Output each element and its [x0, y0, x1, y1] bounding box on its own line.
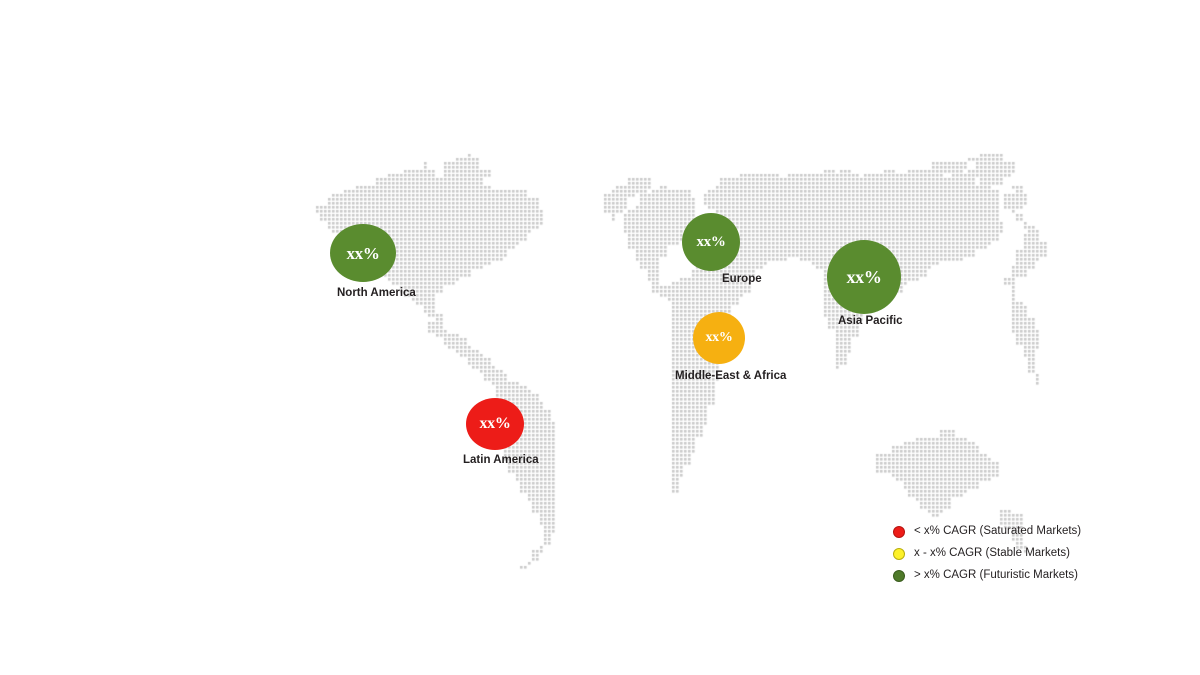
cagr-legend: < x% CAGR (Saturated Markets) x - x% CAGR… — [893, 521, 1081, 587]
bubble-middle-east-africa[interactable]: xx% — [693, 312, 745, 364]
bubble-value-latin-america: xx% — [479, 415, 511, 432]
bubble-latin-america[interactable]: xx% — [466, 398, 524, 450]
legend-stable-swatch-icon — [893, 548, 905, 560]
bubble-value-europe: xx% — [696, 233, 726, 250]
legend-futuristic-text: > x% CAGR (Futuristic Markets) — [914, 569, 1078, 582]
bubble-asia-pacific[interactable]: xx% — [827, 240, 901, 314]
region-label-middle-east-africa: Middle-East & Africa — [675, 370, 787, 382]
bubble-value-middle-east-africa: xx% — [705, 330, 733, 345]
bubble-value-north-america: xx% — [346, 243, 380, 263]
legend-stable-text: x - x% CAGR (Stable Markets) — [914, 547, 1070, 560]
legend-futuristic-swatch-icon — [893, 570, 905, 582]
region-label-europe: Europe — [722, 273, 762, 285]
legend-saturated-text: < x% CAGR (Saturated Markets) — [914, 525, 1082, 538]
bubble-north-america[interactable]: xx% — [330, 224, 396, 282]
bubble-value-asia-pacific: xx% — [846, 267, 882, 287]
legend-saturated[interactable]: < x% CAGR (Saturated Markets) — [893, 521, 1081, 543]
legend-futuristic[interactable]: > x% CAGR (Futuristic Markets) — [893, 565, 1081, 587]
region-label-latin-america: Latin America — [463, 454, 539, 466]
region-label-north-america: North America — [337, 287, 416, 299]
legend-saturated-swatch-icon — [893, 526, 905, 538]
legend-stable[interactable]: x - x% CAGR (Stable Markets) — [893, 543, 1081, 565]
bubble-europe[interactable]: xx% — [682, 213, 740, 271]
region-label-asia-pacific: Asia Pacific — [838, 315, 903, 327]
